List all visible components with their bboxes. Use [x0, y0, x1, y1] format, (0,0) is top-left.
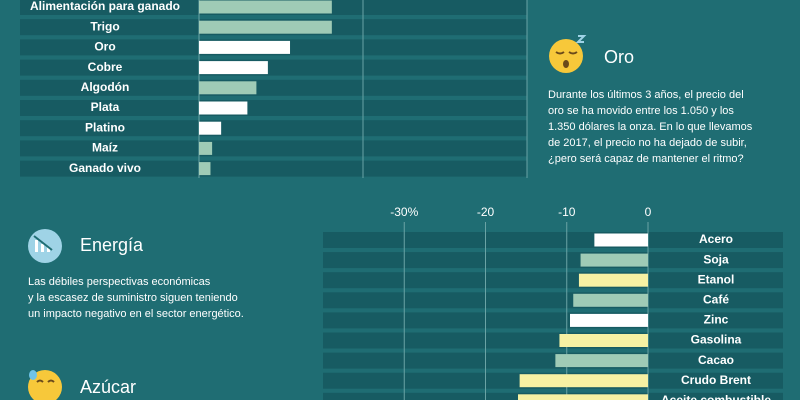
icon-chart-down	[28, 229, 62, 263]
bar	[580, 253, 648, 267]
row-band	[323, 252, 783, 269]
bar	[199, 101, 248, 115]
panel-title: Azúcar	[80, 377, 136, 397]
row-band	[20, 140, 527, 157]
category-label: Alimentación para ganado	[30, 0, 180, 13]
bar	[570, 313, 648, 327]
x-tick-label: -20	[477, 205, 495, 219]
panel-title: Energía	[80, 235, 144, 255]
bar	[199, 20, 332, 34]
panel-text: Las débiles perspectivas económicas	[28, 276, 211, 288]
panel-text: 1.350 dólares la onza. En lo que llevamo…	[548, 121, 753, 133]
panel-title: Oro	[604, 47, 634, 67]
panel-text: de 2017, el precio no ha dejado de subir…	[548, 137, 747, 149]
category-label: Platino	[85, 120, 125, 134]
bar	[199, 40, 291, 54]
row-band	[323, 312, 783, 329]
category-label: Soja	[703, 252, 729, 266]
panel-text: y la escasez de suministro siguen tenien…	[28, 292, 238, 304]
category-label: Etanol	[698, 272, 735, 286]
row-band	[20, 120, 527, 137]
row-band	[323, 232, 783, 248]
row-band	[20, 59, 527, 76]
row-band	[323, 292, 783, 309]
row-band	[20, 160, 527, 177]
bar	[594, 233, 648, 247]
category-label: Trigo	[90, 19, 119, 33]
category-label: Maíz	[92, 141, 118, 155]
bar	[199, 61, 268, 75]
bar	[199, 162, 211, 176]
panel-text: un impacto negativo en el sector energét…	[28, 308, 244, 320]
category-label: Cobre	[88, 60, 123, 74]
category-label: Crudo Brent	[681, 373, 751, 387]
category-label: Zinc	[704, 313, 729, 327]
category-label: Cacao	[698, 353, 734, 367]
icon-sweat	[28, 370, 62, 400]
icon-sleepy	[549, 35, 587, 73]
row-band	[323, 352, 783, 369]
bar	[199, 0, 332, 14]
category-label: Oro	[94, 40, 115, 54]
category-label: Café	[703, 292, 729, 306]
row-band	[323, 332, 783, 349]
bar	[519, 374, 648, 388]
bar	[199, 81, 257, 95]
category-label: Ganado vivo	[69, 161, 141, 175]
panel-text: ¿pero será capaz de mantener el ritmo?	[548, 153, 744, 165]
bar	[559, 334, 648, 347]
row-band	[323, 272, 783, 289]
bar	[555, 354, 648, 368]
x-tick-label: -10	[558, 205, 576, 219]
bar	[578, 273, 648, 287]
x-tick-label: -30%	[390, 205, 418, 219]
bar	[573, 293, 648, 307]
row-band	[20, 100, 527, 116]
bar	[199, 141, 213, 155]
category-label: Gasolina	[691, 333, 742, 347]
category-label: Algodón	[81, 80, 130, 94]
category-label: Acero	[699, 232, 733, 246]
category-label: Aceite combustible	[661, 393, 771, 400]
bar	[199, 121, 222, 135]
bar	[518, 394, 648, 400]
panel-text: Durante los últimos 3 años, el precio de…	[548, 89, 744, 101]
category-label: Plata	[91, 100, 120, 114]
row-band	[20, 79, 527, 96]
x-tick-label: 0	[645, 205, 652, 219]
panel-text: oro se ha movido entre los 1.050 y los	[548, 105, 734, 117]
